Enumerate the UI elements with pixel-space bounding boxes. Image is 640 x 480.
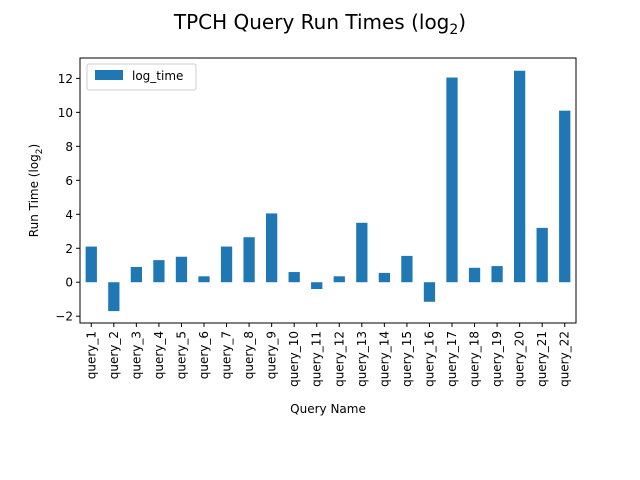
bar-query-20 — [514, 70, 526, 283]
x-tick-label: query_19 — [490, 331, 504, 387]
bar-query-7 — [220, 246, 233, 283]
x-tick-label: query_7 — [220, 331, 234, 379]
bar-query-1 — [85, 246, 97, 283]
bar-query-21 — [536, 227, 548, 283]
x-tick-label: query_13 — [355, 331, 369, 387]
x-tick-label: query_14 — [377, 331, 391, 387]
x-tick-label: query_1 — [84, 331, 98, 379]
bar-query-22 — [559, 110, 571, 283]
y-axis-label: Run Time (log2) — [27, 144, 45, 237]
y-tick-label: 0 — [65, 276, 73, 290]
y-tick-label: 8 — [65, 140, 73, 154]
bar-query-11 — [311, 282, 323, 290]
bar-query-12 — [333, 276, 345, 283]
x-tick-label: query_2 — [107, 331, 121, 379]
bar-query-16 — [423, 282, 436, 302]
x-tick-label: query_16 — [422, 331, 436, 387]
bar-query-17 — [446, 77, 458, 283]
x-tick-label: query_4 — [152, 331, 166, 379]
bar-query-14 — [378, 272, 390, 283]
x-tick-label: query_15 — [400, 331, 414, 387]
x-tick-label: query_9 — [265, 331, 279, 379]
y-tick-label: 2 — [65, 242, 73, 256]
x-tick-label: query_20 — [513, 331, 527, 387]
y-tick-label: 12 — [58, 72, 73, 86]
x-axis-label: Query Name — [290, 402, 366, 416]
bar-query-19 — [491, 266, 503, 283]
x-tick-label: query_22 — [558, 331, 572, 387]
y-tick-label: 10 — [58, 106, 73, 120]
plot-frame — [79, 57, 577, 324]
x-tick-label: query_18 — [468, 331, 482, 387]
x-tick-label: query_3 — [129, 331, 143, 379]
bar-query-2 — [108, 282, 120, 312]
legend: log_time — [86, 63, 197, 91]
x-tick-label: query_12 — [332, 331, 346, 387]
x-tick-label: query_11 — [310, 331, 324, 387]
x-axis: query_1 query_2 query_3 query_4 query_5 query… — [84, 323, 572, 387]
legend-label: log_time — [132, 69, 183, 83]
bar-query-4 — [153, 260, 165, 283]
bar-query-13 — [356, 222, 368, 283]
bar-query-3 — [130, 266, 142, 283]
x-tick-label: query_5 — [174, 331, 188, 379]
bar-query-5 — [175, 256, 188, 283]
y-tick-label: 6 — [65, 174, 73, 188]
bar-query-10 — [288, 272, 300, 283]
bars-group — [85, 70, 571, 312]
legend-swatch — [95, 70, 123, 80]
x-tick-label: query_17 — [445, 331, 459, 387]
x-tick-label: query_6 — [197, 331, 211, 379]
bar-query-8 — [243, 237, 255, 283]
bar-query-18 — [468, 267, 481, 283]
y-tick-label: 4 — [65, 208, 73, 222]
x-tick-label: query_21 — [535, 331, 549, 387]
x-tick-label: query_8 — [242, 331, 256, 379]
bar-query-6 — [198, 276, 210, 283]
x-tick-label: query_10 — [287, 331, 301, 387]
bar-query-9 — [266, 213, 278, 283]
chart-title: TPCH Query Run Times (log2) — [173, 10, 466, 38]
y-axis: −2 0 2 4 6 8 10 12 — [55, 72, 80, 324]
y-tick-label: −2 — [55, 310, 73, 324]
bar-query-15 — [401, 255, 413, 283]
